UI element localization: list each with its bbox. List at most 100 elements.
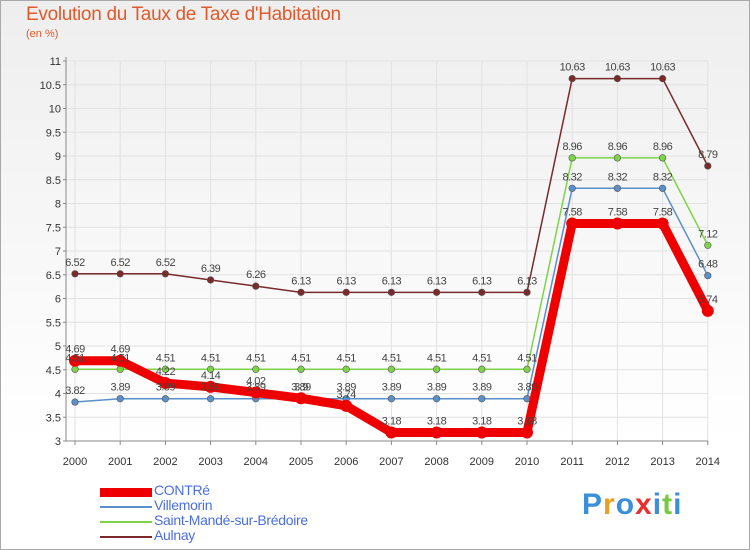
y-tick-label: 6 <box>55 294 61 306</box>
series-point-2 <box>342 365 350 373</box>
legend-label: Saint-Mandé-sur-Brédoire <box>154 512 308 528</box>
y-tick-label: 7.5 <box>46 222 61 234</box>
series-point-3 <box>297 288 305 296</box>
series-point-3 <box>71 270 79 278</box>
y-tick-label: 4 <box>55 389 61 401</box>
x-tick-label: 2010 <box>515 456 539 468</box>
series-point-3 <box>387 288 396 296</box>
series-point-0 <box>249 386 262 399</box>
data-label: 8.96 <box>653 141 673 153</box>
data-label: 6.13 <box>517 275 537 287</box>
data-label: 4.51 <box>156 352 176 364</box>
data-label: 6.48 <box>698 259 718 271</box>
series-point-3 <box>342 288 350 296</box>
data-label: 7.58 <box>653 206 673 218</box>
data-label: 4.69 <box>65 344 85 356</box>
data-label: 4.51 <box>65 352 85 364</box>
data-label: 6.39 <box>201 263 221 275</box>
series-point-0 <box>701 304 714 317</box>
data-label: 4.51 <box>427 352 447 364</box>
series-point-2 <box>568 154 576 162</box>
series-point-2 <box>207 365 215 373</box>
data-label: 3.18 <box>472 415 492 427</box>
x-tick-label: 2009 <box>470 456 494 468</box>
series-point-0 <box>566 217 579 230</box>
legend-label: Villemorin <box>154 497 213 513</box>
data-label: 4.51 <box>201 352 221 364</box>
series-point-0 <box>475 426 488 439</box>
y-tick-label: 8 <box>55 199 61 211</box>
series-point-3 <box>478 288 486 296</box>
logo-letter: i <box>673 488 683 521</box>
data-label: 3.89 <box>382 382 402 394</box>
data-label: 3.89 <box>336 382 356 394</box>
data-label: 6.52 <box>156 257 176 269</box>
y-tick-label: 8.5 <box>46 175 61 187</box>
series-point-0 <box>656 217 669 230</box>
data-label: 3.18 <box>517 415 537 427</box>
series-point-3 <box>252 282 260 290</box>
series-point-0 <box>69 354 81 367</box>
data-label: 6.13 <box>291 275 311 287</box>
data-label: 3.89 <box>156 382 176 394</box>
y-tick-label: 4.5 <box>46 365 61 377</box>
data-label: 10.63 <box>605 62 630 74</box>
series-point-0 <box>385 426 398 439</box>
data-label: 4.51 <box>517 352 537 364</box>
series-point-3 <box>568 74 576 83</box>
series-point-1 <box>116 395 124 403</box>
x-tick-label: 2013 <box>650 456 674 468</box>
series-point-0 <box>204 380 217 393</box>
y-tick-label: 9 <box>55 151 61 163</box>
y-tick-label: 9.5 <box>46 127 61 139</box>
series-point-2 <box>116 365 124 373</box>
data-label: 6.13 <box>336 275 356 287</box>
data-label: 4.51 <box>246 352 266 364</box>
y-tick-label: 5.5 <box>46 317 61 329</box>
logo-letter: o <box>615 488 636 521</box>
series-point-3 <box>523 288 531 296</box>
data-label: 6.13 <box>382 275 402 287</box>
proxiti-logo: Proxiti <box>582 488 682 522</box>
series-point-2 <box>297 365 305 373</box>
data-label: 4.02 <box>246 376 266 388</box>
series-point-3 <box>161 270 169 278</box>
data-label: 3.82 <box>65 385 85 397</box>
series-point-1 <box>207 395 215 403</box>
x-tick-label: 2002 <box>153 456 177 468</box>
chart-title: Evolution du Taux de Taxe d'Habitation <box>26 4 341 25</box>
series-point-2 <box>252 365 260 373</box>
series-point-1 <box>71 398 79 406</box>
data-label: 7.58 <box>562 206 582 218</box>
data-label: 8.79 <box>698 149 718 161</box>
series-point-3 <box>433 288 441 296</box>
data-label: 8.32 <box>608 171 628 183</box>
x-tick-label: 2011 <box>560 456 584 468</box>
series-point-3 <box>116 270 124 278</box>
series-point-1 <box>478 395 486 403</box>
data-label: 6.13 <box>427 275 447 287</box>
data-label: 8.96 <box>562 141 582 153</box>
y-tick-label: 3 <box>55 436 61 448</box>
x-tick-label: 2008 <box>424 456 448 468</box>
series-point-0 <box>159 377 172 390</box>
series-point-3 <box>704 162 712 170</box>
legend-label: CONTRé <box>154 482 210 498</box>
data-label: 3.89 <box>517 382 537 394</box>
data-label: 7.12 <box>698 228 718 240</box>
data-label: 3.9 <box>294 381 308 393</box>
series-point-2 <box>478 365 486 373</box>
data-label: 4.69 <box>110 344 130 356</box>
data-label: 3.89 <box>246 382 266 394</box>
legend-swatch <box>100 521 152 523</box>
data-label: 3.18 <box>427 415 447 427</box>
data-label: 6.52 <box>65 257 85 269</box>
data-label: 3.18 <box>382 415 402 427</box>
x-tick-label: 2001 <box>108 456 132 468</box>
legend-swatch <box>100 536 152 538</box>
data-label: 3.89 <box>110 382 130 394</box>
x-tick-label: 2000 <box>63 456 87 468</box>
data-label: 4.51 <box>291 352 311 364</box>
data-label: 8.32 <box>562 171 582 183</box>
data-label: 4.51 <box>336 352 356 364</box>
